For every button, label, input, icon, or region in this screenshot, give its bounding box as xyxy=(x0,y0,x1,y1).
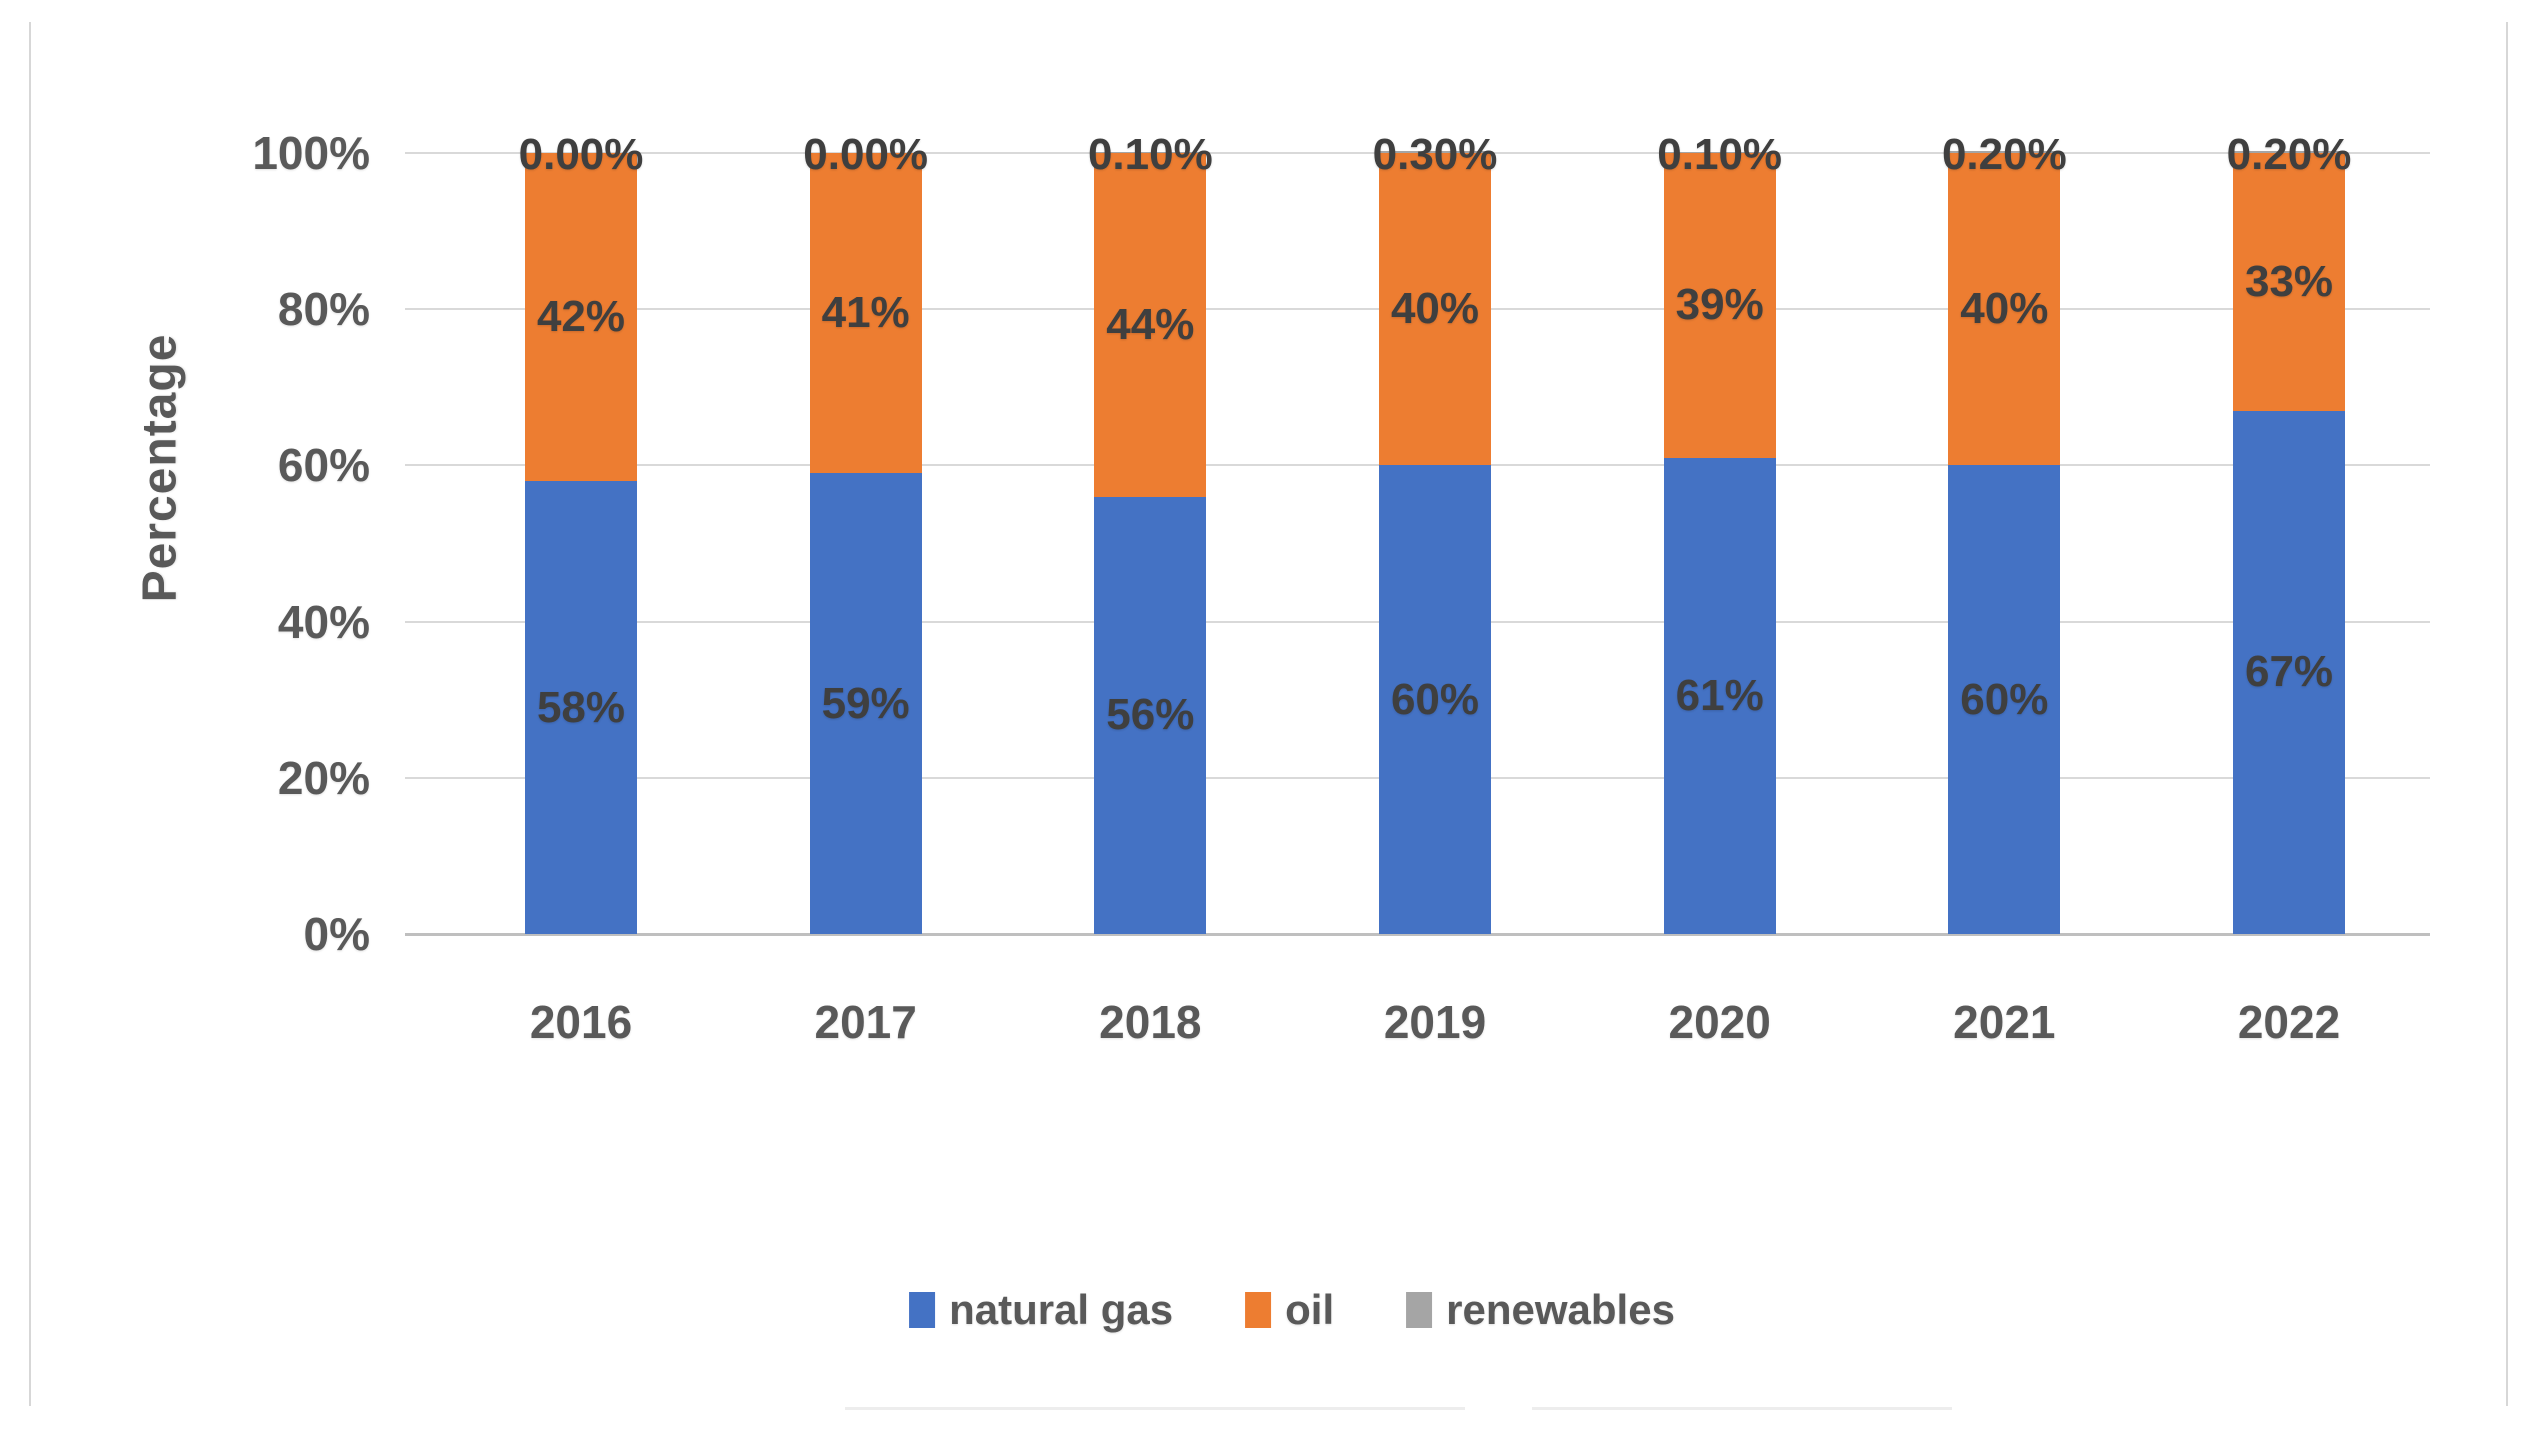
data-label-renewables: 0.10% xyxy=(1657,130,1783,179)
bar-segment-renewables xyxy=(1379,150,1491,153)
bar-segment-oil xyxy=(525,153,637,482)
data-label-natural-gas: 60% xyxy=(1960,674,2049,724)
x-axis-label: 2021 xyxy=(1953,996,2056,1048)
bar-segment-natural-gas xyxy=(525,481,637,934)
data-label-natural-gas: 67% xyxy=(2244,647,2334,697)
data-label-natural-gas: 61% xyxy=(1675,670,1764,720)
x-axis-label: 2020 xyxy=(1668,996,1771,1048)
legend-marker-renewables xyxy=(1406,1292,1433,1328)
data-label-oil: 44% xyxy=(1106,299,1195,349)
x-axis-label: 2016 xyxy=(529,996,633,1048)
x-axis-label: 2018 xyxy=(1099,996,1202,1048)
legend-label-oil: oil xyxy=(1285,1286,1335,1333)
bar-segment-oil xyxy=(1094,153,1207,497)
legend: natural gas oil renewables xyxy=(909,1286,1675,1334)
bar-segment-oil xyxy=(1379,153,1491,466)
bar-segment-natural-gas xyxy=(1379,465,1491,934)
data-label-renewables: 0.00% xyxy=(518,130,644,179)
bar-segment-renewables xyxy=(1663,152,1776,153)
legend-label-renewables: renewables xyxy=(1446,1286,1675,1333)
bar-segment-natural-gas xyxy=(1663,457,1776,934)
legend-marker-natural-gas xyxy=(909,1292,936,1328)
x-axis-line xyxy=(405,933,2430,936)
data-label-natural-gas: 56% xyxy=(1106,690,1195,740)
y-tick-label: 100% xyxy=(252,127,370,179)
legend-item-renewables: renewables xyxy=(1406,1286,1675,1334)
data-label-renewables: 0.10% xyxy=(1087,130,1213,179)
data-label-renewables: 0.30% xyxy=(1372,130,1498,179)
bar-segment-oil xyxy=(809,153,922,474)
bar-segment-renewables xyxy=(2233,151,2346,153)
frame-border-right xyxy=(2506,22,2508,1406)
y-tick-label: 0% xyxy=(303,908,370,960)
y-tick-label: 20% xyxy=(277,751,370,804)
y-tick-label: 40% xyxy=(277,595,370,648)
x-axis-label: 2019 xyxy=(1383,996,1487,1048)
data-label-oil: 40% xyxy=(1960,284,2049,334)
data-label-oil: 39% xyxy=(1675,280,1764,330)
legend-item-natural-gas: natural gas xyxy=(909,1286,1173,1334)
bar-segment-oil xyxy=(1948,153,2061,466)
bar-segment-oil xyxy=(2233,153,2346,411)
bar-segment-natural-gas xyxy=(1948,465,2061,934)
x-axis-label: 2017 xyxy=(814,996,917,1048)
y-tick-label: 80% xyxy=(277,283,370,336)
data-label-natural-gas: 59% xyxy=(821,678,910,728)
data-label-oil: 40% xyxy=(1390,284,1480,334)
legend-marker-oil xyxy=(1245,1292,1272,1328)
data-label-renewables: 0.00% xyxy=(803,130,929,179)
data-label-oil: 33% xyxy=(2244,256,2334,306)
bar-segment-oil xyxy=(1663,153,1776,458)
bottom-artifact-line xyxy=(845,1407,1465,1410)
bar-segment-natural-gas xyxy=(2233,410,2346,934)
legend-item-oil: oil xyxy=(1245,1286,1334,1334)
y-axis-title: Percentage xyxy=(133,333,187,603)
bar-segment-renewables xyxy=(1948,151,2061,153)
bar-segment-renewables xyxy=(1094,152,1207,153)
data-label-renewables: 0.20% xyxy=(2226,130,2352,179)
legend-label-natural-gas: natural gas xyxy=(949,1286,1174,1333)
data-label-oil: 42% xyxy=(536,292,626,341)
data-label-natural-gas: 58% xyxy=(536,682,626,732)
data-label-oil: 41% xyxy=(821,288,910,338)
bar-segment-natural-gas xyxy=(1094,496,1207,934)
data-label-natural-gas: 60% xyxy=(1390,674,1480,724)
data-label-renewables: 0.20% xyxy=(1941,130,2067,179)
bottom-artifact-line xyxy=(1532,1407,1952,1410)
x-axis-label: 2022 xyxy=(2237,996,2341,1048)
frame-border-left xyxy=(29,22,31,1406)
y-tick-label: 60% xyxy=(277,439,370,492)
bar-segment-natural-gas xyxy=(809,473,922,934)
